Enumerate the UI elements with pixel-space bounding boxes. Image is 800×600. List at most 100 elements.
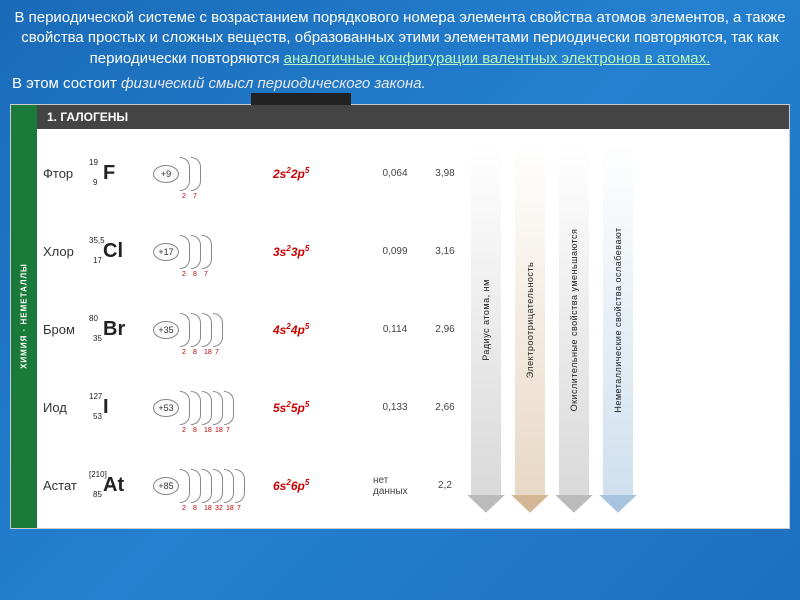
- shell-count: 18: [204, 427, 212, 434]
- electron-shells: +17287: [153, 235, 273, 269]
- data-cell: 0,133: [373, 369, 417, 447]
- shell-count: 8: [193, 505, 197, 512]
- shell-count: 2: [182, 349, 186, 356]
- shell: 7: [191, 157, 201, 191]
- figure-sidebar: ХИМИЯ · НЕМЕТАЛЛЫ: [11, 105, 37, 528]
- nucleus: +85: [153, 477, 179, 495]
- electron-config: 3s23p5: [273, 244, 343, 259]
- shell: 7: [224, 391, 234, 425]
- shell-count: 8: [193, 271, 197, 278]
- shell-count: 2: [182, 193, 186, 200]
- shell: 2: [180, 157, 190, 191]
- arrow-label: Неметаллические свойства ослабевают: [613, 228, 623, 413]
- shell: 18: [224, 469, 234, 503]
- intro-paragraph: В периодической системе с возрастанием п…: [0, 0, 800, 73]
- ripple-decoration: [710, 430, 770, 490]
- data-cell: 2,96: [423, 291, 467, 369]
- trend-arrow: Радиус атома, нм: [471, 143, 501, 513]
- arrow-label: Радиус атома, нм: [481, 280, 491, 362]
- data-cell: 0,114: [373, 291, 417, 369]
- shell: 2: [180, 313, 190, 347]
- element-symbol: 8035Br: [103, 318, 153, 341]
- intro2-a: В этом состоит: [12, 75, 121, 92]
- shell-count: 18: [204, 505, 212, 512]
- shell: 18: [213, 391, 223, 425]
- element-row: Астат[210]85At+852818321876s26p5: [43, 447, 373, 525]
- electron-config: 6s26p5: [273, 478, 343, 493]
- sidebar-label: ХИМИЯ · НЕМЕТАЛЛЫ: [20, 263, 29, 369]
- shell-count: 18: [204, 349, 212, 356]
- nucleus: +53: [153, 399, 179, 417]
- shell-count: 2: [182, 271, 186, 278]
- figure-header: 1. ГАЛОГЕНЫ: [37, 105, 789, 129]
- electron-shells: +927: [153, 157, 273, 191]
- trend-arrow: Электроотрицательность: [515, 143, 545, 513]
- arrow-label: Электроотрицательность: [525, 262, 535, 378]
- shell-count: 18: [226, 505, 234, 512]
- arrow-head-icon: [511, 495, 549, 513]
- shell: 7: [213, 313, 223, 347]
- shell: 18: [202, 391, 212, 425]
- shell-count: 2: [182, 505, 186, 512]
- arrow-head-icon: [467, 495, 505, 513]
- trend-arrow: Неметаллические свойства ослабевают: [603, 143, 633, 513]
- intro-text-underlined: аналогичные конфигурации валентных элект…: [284, 50, 711, 67]
- shell: 18: [202, 313, 212, 347]
- shell: 8: [191, 391, 201, 425]
- data-column-radius: 0,0640,0990,1140,133нет данных: [373, 135, 417, 525]
- shell: 2: [180, 469, 190, 503]
- element-symbol: [210]85At: [103, 474, 153, 497]
- shell: 8: [191, 313, 201, 347]
- element-row: Хлор35,517Cl+172873s23p5: [43, 213, 373, 291]
- arrow-label: Окислительные свойства уменьшаются: [569, 229, 579, 412]
- halogens-figure: ХИМИЯ · НЕМЕТАЛЛЫ 1. ГАЛОГЕНЫ Фтор199F+9…: [10, 104, 790, 529]
- nucleus: +17: [153, 243, 179, 261]
- shell: 2: [180, 235, 190, 269]
- shell: 18: [202, 469, 212, 503]
- electron-config: 5s25p5: [273, 400, 343, 415]
- electron-config: 4s24p5: [273, 322, 343, 337]
- shell-count: 7: [237, 505, 241, 512]
- shell: 8: [191, 235, 201, 269]
- shell-count: 7: [226, 427, 230, 434]
- shell: 7: [202, 235, 212, 269]
- data-cell: 3,98: [423, 135, 467, 213]
- data-cell: 2,2: [423, 447, 467, 525]
- shell-count: 7: [193, 193, 197, 200]
- element-symbol: 199F: [103, 162, 153, 185]
- shell: 2: [180, 391, 190, 425]
- element-symbol: 12753I: [103, 396, 153, 419]
- data-column-en: 3,983,162,962,662,2: [423, 135, 467, 525]
- element-row: Фтор199F+9272s22p5: [43, 135, 373, 213]
- element-symbol: 35,517Cl: [103, 240, 153, 263]
- element-row: Иод12753I+5328181875s25p5: [43, 369, 373, 447]
- shell: 8: [191, 469, 201, 503]
- intro-paragraph-2: В этом состоит физический смысл периодич…: [0, 73, 800, 100]
- electron-shells: +85281832187: [153, 469, 273, 503]
- shell: 7: [235, 469, 245, 503]
- electron-config: 2s22p5: [273, 166, 343, 181]
- data-cell: 0,064: [373, 135, 417, 213]
- data-cell: 2,66: [423, 369, 467, 447]
- electron-shells: +3528187: [153, 313, 273, 347]
- data-cell: 0,099: [373, 213, 417, 291]
- shell-count: 7: [215, 349, 219, 356]
- data-cell: 3,16: [423, 213, 467, 291]
- shell-count: 7: [204, 271, 208, 278]
- shell-count: 32: [215, 505, 223, 512]
- element-rows: Фтор199F+9272s22p5Хлор35,517Cl+172873s23…: [43, 135, 373, 525]
- shell-count: 8: [193, 427, 197, 434]
- electron-shells: +532818187: [153, 391, 273, 425]
- shell-count: 8: [193, 349, 197, 356]
- trend-arrow: Окислительные свойства уменьшаются: [559, 143, 589, 513]
- shell: 32: [213, 469, 223, 503]
- intro2-b: физический смысл периодического закона.: [121, 75, 426, 92]
- nucleus: +35: [153, 321, 179, 339]
- arrow-head-icon: [555, 495, 593, 513]
- shell-count: 18: [215, 427, 223, 434]
- nucleus: +9: [153, 165, 179, 183]
- arrow-head-icon: [599, 495, 637, 513]
- data-cell: нет данных: [373, 447, 417, 525]
- element-row: Бром8035Br+35281874s24p5: [43, 291, 373, 369]
- shell-count: 2: [182, 427, 186, 434]
